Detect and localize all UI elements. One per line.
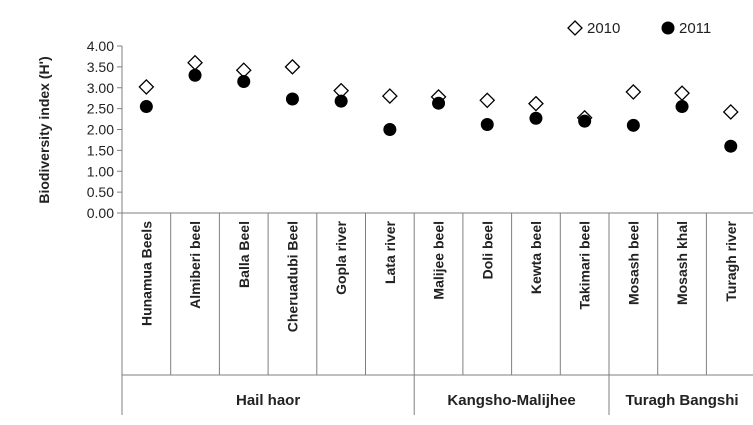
point-2010 — [722, 104, 739, 120]
category-label: Kewta beel — [528, 221, 544, 294]
y-tick-label: 3.00 — [87, 80, 114, 96]
legend-2011-label: 2011 — [679, 20, 711, 37]
point-2011 — [334, 94, 348, 108]
point-2010 — [187, 54, 203, 71]
group-labels: Hail haor Kangsho-Malijhee Turagh Bangshi — [236, 375, 739, 415]
group-label: Hail haor — [236, 392, 300, 409]
y-axis-ticks: 0.00 0.50 1.00 1.50 2.00 2.50 3.00 3.50 4.00 — [87, 38, 122, 221]
y-axis-label: Biodiversity index (H') — [36, 56, 52, 203]
point-2011 — [529, 111, 543, 125]
point-2011 — [237, 74, 251, 88]
point-2010 — [528, 95, 544, 112]
category-label: Balla Beel — [236, 221, 252, 288]
category-label: Mosash khal — [674, 221, 690, 305]
category-label: Doli beel — [479, 221, 495, 279]
group-label: Turagh Bangshi — [626, 392, 739, 409]
data-points — [138, 54, 739, 153]
y-tick-label: 4.00 — [87, 38, 114, 54]
point-2011 — [626, 118, 640, 132]
y-tick-label: 0.00 — [87, 205, 114, 221]
group-label: Kangsho-Malijhee — [447, 392, 575, 409]
axes — [121, 46, 753, 415]
category-label: Cheruadubi Beel — [284, 221, 300, 332]
category-label: Malijee beel — [431, 221, 447, 300]
category-label: Hunamua Beels — [138, 221, 154, 326]
point-2011 — [285, 92, 299, 106]
point-2011 — [578, 114, 592, 128]
legend: 2010 2011 — [567, 20, 711, 37]
point-2010 — [381, 88, 398, 105]
category-label: Mosash beel — [625, 221, 641, 305]
category-labels: Hunamua Beels Almiberi beel Balla Beel Cher… — [138, 213, 739, 375]
y-tick-label: 0.50 — [87, 184, 114, 200]
category-label: Almiberi beel — [187, 221, 203, 309]
y-tick-label: 3.50 — [87, 59, 114, 75]
point-2010 — [479, 92, 496, 109]
legend-2010-marker — [567, 20, 583, 36]
y-tick-label: 1.00 — [87, 163, 114, 179]
y-tick-label: 2.00 — [87, 122, 114, 138]
category-label: Gopla river — [333, 220, 349, 294]
point-2011 — [480, 117, 494, 131]
point-2010 — [625, 84, 642, 100]
legend-2010-label: 2010 — [587, 20, 620, 37]
point-2010 — [674, 85, 690, 102]
point-2010 — [284, 58, 301, 75]
point-2011 — [383, 123, 397, 136]
category-label: Turagh river — [723, 220, 739, 301]
legend-2011-marker — [661, 21, 675, 35]
point-2011 — [139, 100, 153, 114]
point-2011 — [432, 96, 446, 110]
category-label: Takimari beel — [577, 221, 593, 309]
point-2011 — [188, 68, 202, 82]
y-tick-label: 2.50 — [87, 101, 114, 117]
point-2011 — [675, 100, 689, 114]
y-tick-label: 1.50 — [87, 142, 114, 158]
point-2010 — [138, 78, 155, 95]
category-label: Lata river — [382, 220, 398, 284]
point-2011 — [724, 139, 738, 153]
